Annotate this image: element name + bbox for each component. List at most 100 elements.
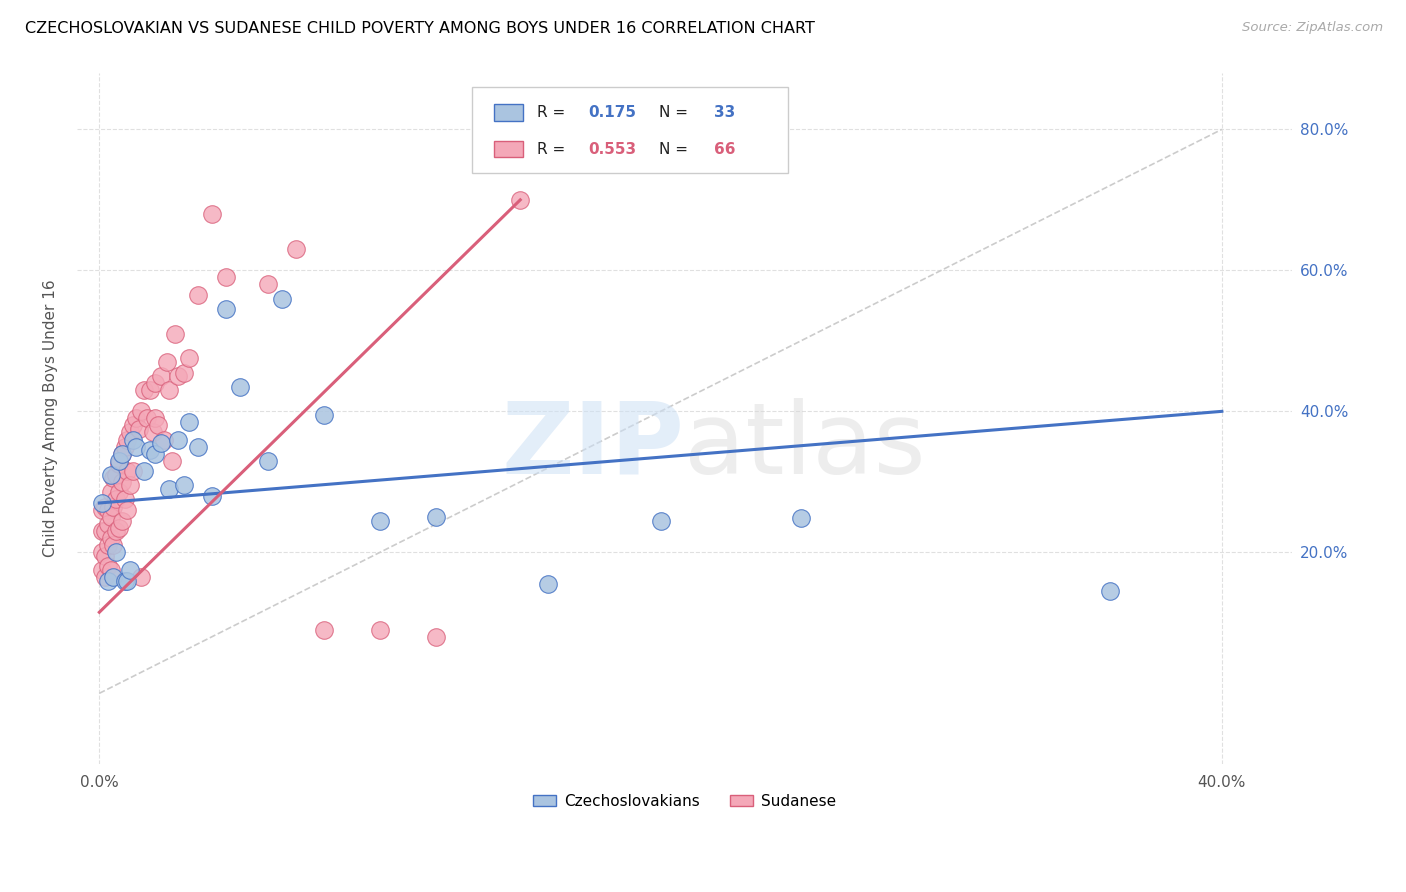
Point (139, 383, 162, 397)
Point (117, 574, 139, 588)
Point (186, 440, 208, 454)
Point (125, 411, 148, 425)
Point (114, 492, 136, 507)
Point (312, 408, 335, 422)
Text: 0.175: 0.175 (589, 105, 637, 120)
Point (368, 514, 391, 528)
Point (94, 500, 117, 514)
Point (117, 433, 139, 447)
Point (103, 471, 125, 485)
Point (537, 577, 560, 591)
Point (100, 467, 122, 482)
Point (256, 277, 278, 292)
Point (103, 500, 125, 514)
Point (150, 369, 173, 384)
Point (284, 242, 307, 256)
Point (200, 207, 222, 221)
Point (120, 425, 142, 440)
Point (425, 510, 447, 524)
Point (162, 453, 184, 467)
Point (270, 292, 292, 306)
Point (131, 404, 153, 418)
Point (105, 492, 128, 507)
Point (97, 574, 120, 588)
Point (179, 415, 201, 429)
Point (214, 302, 236, 317)
FancyBboxPatch shape (494, 141, 523, 157)
Point (111, 447, 134, 461)
Point (100, 531, 122, 545)
Point (91, 563, 114, 577)
Point (156, 355, 179, 369)
Point (108, 453, 131, 467)
Legend: Czechoslovakians, Sudanese: Czechoslovakians, Sudanese (527, 788, 842, 815)
Point (100, 563, 122, 577)
Text: Source: ZipAtlas.com: Source: ZipAtlas.com (1243, 21, 1384, 35)
Point (114, 574, 136, 588)
Point (165, 326, 187, 341)
Point (145, 411, 167, 425)
Point (111, 475, 134, 489)
Y-axis label: Child Poverty Among Boys Under 16: Child Poverty Among Boys Under 16 (44, 279, 58, 558)
Point (91, 545, 114, 559)
Point (105, 524, 128, 539)
Point (173, 478, 195, 492)
Point (125, 440, 148, 454)
Point (228, 379, 250, 393)
Text: 0.553: 0.553 (589, 142, 637, 156)
Point (167, 369, 190, 384)
Text: R =: R = (537, 105, 571, 120)
Point (91, 524, 114, 539)
Point (103, 538, 125, 552)
Point (100, 510, 122, 524)
Point (97, 503, 120, 517)
Point (108, 521, 131, 535)
Point (134, 383, 156, 397)
Point (94, 570, 117, 584)
Point (186, 288, 208, 302)
Point (111, 514, 134, 528)
Text: CZECHOSLOVAKIAN VS SUDANESE CHILD POVERTY AMONG BOYS UNDER 16 CORRELATION CHART: CZECHOSLOVAKIAN VS SUDANESE CHILD POVERT… (25, 21, 815, 37)
Point (159, 383, 181, 397)
Point (122, 464, 145, 478)
Point (145, 376, 167, 391)
Point (139, 443, 162, 458)
Point (111, 447, 134, 461)
Point (94, 549, 117, 563)
Point (167, 433, 190, 447)
Point (153, 433, 176, 447)
Point (128, 422, 150, 436)
Point (142, 425, 165, 440)
Text: N =: N = (659, 105, 693, 120)
Point (131, 570, 153, 584)
Point (159, 482, 181, 496)
FancyBboxPatch shape (472, 87, 787, 173)
Point (1098, 584, 1121, 599)
Point (368, 623, 391, 637)
Point (122, 433, 145, 447)
Point (256, 453, 278, 467)
Point (108, 457, 131, 471)
Text: R =: R = (537, 142, 571, 156)
Point (117, 503, 139, 517)
Point (91, 503, 114, 517)
Point (425, 630, 447, 644)
Point (114, 440, 136, 454)
Text: 66: 66 (714, 142, 735, 156)
Point (650, 514, 672, 528)
Text: 33: 33 (714, 105, 735, 120)
Point (790, 511, 813, 525)
Point (117, 464, 139, 478)
Point (200, 489, 222, 503)
Point (100, 485, 122, 500)
Point (105, 545, 128, 559)
Point (108, 485, 131, 500)
Point (179, 351, 201, 366)
Text: ZIP: ZIP (502, 398, 685, 494)
Point (120, 478, 142, 492)
Point (134, 464, 156, 478)
Point (94, 524, 117, 539)
FancyBboxPatch shape (494, 104, 523, 120)
Point (136, 411, 159, 425)
Text: atlas: atlas (685, 398, 927, 494)
